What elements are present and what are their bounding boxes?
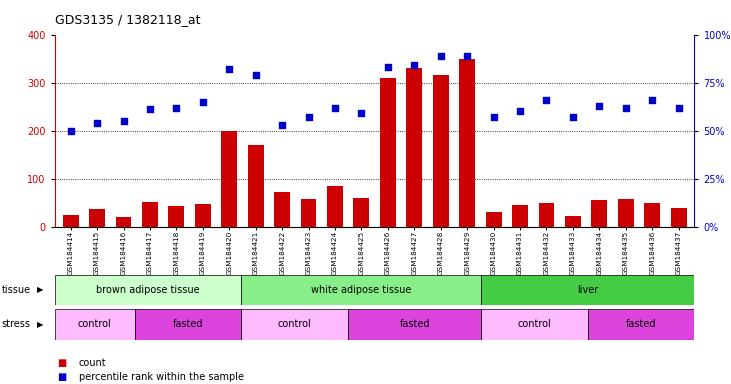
Point	[303, 114, 314, 120]
Text: fasted: fasted	[399, 319, 430, 329]
Text: control: control	[78, 319, 112, 329]
Point	[541, 97, 553, 103]
Point	[170, 104, 182, 111]
Bar	[618, 199, 634, 227]
Point	[435, 53, 447, 59]
Point	[567, 114, 579, 120]
Text: fasted: fasted	[626, 319, 656, 329]
Text: stress: stress	[1, 319, 31, 329]
Text: fasted: fasted	[173, 319, 203, 329]
Text: control: control	[278, 319, 311, 329]
Point	[646, 97, 658, 103]
Text: percentile rank within the sample: percentile rank within the sample	[79, 372, 244, 382]
Point	[329, 104, 341, 111]
Bar	[348, 309, 481, 340]
Point	[409, 62, 420, 68]
Bar	[55, 275, 241, 305]
Text: ▶: ▶	[37, 285, 43, 295]
Bar	[433, 75, 449, 227]
Point	[382, 64, 394, 70]
Point	[355, 110, 367, 116]
Text: tissue: tissue	[1, 285, 31, 295]
Bar	[241, 309, 348, 340]
Point	[224, 66, 235, 72]
Text: ■: ■	[57, 358, 67, 368]
Point	[594, 103, 605, 109]
Text: brown adipose tissue: brown adipose tissue	[96, 285, 200, 295]
Point	[118, 118, 129, 124]
Bar	[274, 192, 290, 227]
Bar	[481, 275, 694, 305]
Bar	[481, 309, 588, 340]
Bar	[591, 200, 607, 227]
Bar	[241, 275, 481, 305]
Bar	[115, 217, 132, 227]
Point	[250, 72, 262, 78]
Point	[65, 127, 77, 134]
Bar	[485, 212, 501, 227]
Point	[461, 53, 473, 59]
Point	[620, 104, 632, 111]
Bar	[354, 198, 369, 227]
Bar	[168, 207, 184, 227]
Bar	[670, 208, 686, 227]
Bar	[89, 209, 105, 227]
Point	[673, 104, 684, 111]
Point	[91, 120, 103, 126]
Bar	[588, 309, 694, 340]
Point	[276, 122, 288, 128]
Bar	[644, 203, 660, 227]
Point	[514, 108, 526, 114]
Text: liver: liver	[577, 285, 599, 295]
Point	[144, 106, 156, 113]
Bar	[300, 199, 317, 227]
Bar	[406, 68, 423, 227]
Bar	[539, 203, 554, 227]
Bar	[327, 186, 343, 227]
Point	[197, 99, 208, 105]
Text: ■: ■	[57, 372, 67, 382]
Bar	[512, 205, 528, 227]
Bar	[63, 215, 79, 227]
Text: count: count	[79, 358, 107, 368]
Point	[488, 114, 499, 120]
Bar	[248, 145, 264, 227]
Bar	[55, 309, 135, 340]
Bar	[195, 204, 211, 227]
Bar	[380, 78, 395, 227]
Bar	[565, 216, 581, 227]
Text: white adipose tissue: white adipose tissue	[311, 285, 412, 295]
Bar	[135, 309, 241, 340]
Bar	[221, 131, 237, 227]
Text: GDS3135 / 1382118_at: GDS3135 / 1382118_at	[55, 13, 200, 26]
Text: control: control	[518, 319, 551, 329]
Text: ▶: ▶	[37, 320, 43, 329]
Bar	[459, 59, 475, 227]
Bar	[142, 202, 158, 227]
